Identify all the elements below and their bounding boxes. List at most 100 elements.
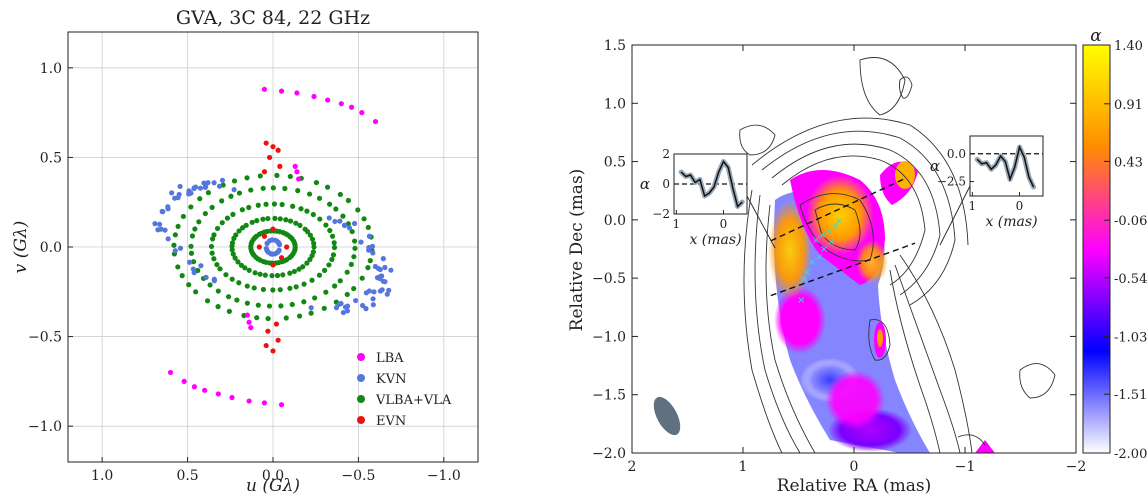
- point-vlbavla: [331, 244, 338, 251]
- left-xtick-label: 0.5: [176, 468, 198, 484]
- left-xtick-label: 0.0: [262, 468, 284, 484]
- point-vlbavla: [204, 298, 211, 304]
- point-vlbavla: [207, 282, 213, 288]
- point-vlbavla: [333, 206, 339, 212]
- point-vlbavla: [298, 206, 304, 212]
- point-vlbavla: [249, 219, 255, 225]
- inset-right: 1 0 0.0 −2.5 x (mas) α: [930, 135, 1044, 230]
- svg-text:×: ×: [835, 216, 843, 227]
- point-kvn: [341, 222, 348, 228]
- point-vlbavla: [210, 236, 216, 242]
- point-vlbavla: [209, 250, 215, 256]
- point-kvn: [211, 276, 217, 282]
- point-evn: [270, 226, 276, 232]
- point-vlbavla: [355, 207, 361, 213]
- point-vlbavla: [290, 203, 296, 209]
- inset-connector-lines: [746, 185, 971, 249]
- point-lba: [246, 319, 252, 325]
- legend-marker-lba: [357, 353, 365, 361]
- point-kvn: [191, 185, 197, 191]
- inset-left: 1 0 2 0 −2 x (mas) α: [640, 147, 748, 248]
- point-vlbavla: [306, 191, 313, 197]
- point-lba: [348, 104, 355, 110]
- legend-label-lba: LBA: [376, 351, 404, 366]
- point-vlbavla: [307, 256, 313, 262]
- inset-ytick-label: 0: [662, 177, 670, 191]
- point-evn: [270, 262, 276, 268]
- svg-text:×: ×: [815, 252, 823, 263]
- left-legend: LBA KVN VLBA+VLA EVN: [357, 351, 452, 429]
- point-vlbavla: [291, 268, 298, 275]
- point-vlbavla: [352, 245, 358, 251]
- point-vlbavla: [263, 201, 269, 207]
- point-vlbavla: [230, 211, 236, 217]
- left-ytick-label: 0.0: [40, 240, 62, 256]
- point-vlbavla: [304, 229, 311, 235]
- spectral-index-panel: ×××× ×××× ×××× 2 1 0 −1 −2 1.51.00.50.0−0.5−…: [567, 26, 1147, 496]
- point-kvn: [379, 273, 385, 279]
- point-kvn: [333, 305, 340, 311]
- point-vlbavla: [349, 228, 355, 235]
- point-kvn: [374, 275, 381, 281]
- point-vlbavla: [188, 243, 194, 249]
- right-xtick-label: 1: [739, 459, 748, 475]
- svg-text:×: ×: [803, 267, 811, 278]
- left-ytick-label: −1.0: [28, 419, 62, 435]
- point-vlbavla: [269, 273, 275, 279]
- inset-ytick-label: 2: [662, 147, 670, 161]
- point-lba: [294, 90, 300, 96]
- point-kvn: [211, 180, 217, 186]
- point-kvn: [338, 300, 344, 307]
- point-vlbavla: [287, 173, 293, 180]
- colorbar-ticks: 1.40 0.91 0.43 -0.06 -0.54 -1.03 -1.51 -2.00: [1104, 39, 1147, 462]
- point-vlbavla: [244, 300, 250, 306]
- left-ytick-label: −0.5: [28, 330, 62, 346]
- point-vlbavla: [219, 220, 225, 226]
- point-vlbavla: [301, 281, 307, 287]
- point-vlbavla: [277, 216, 283, 222]
- legend-marker-kvn: [357, 374, 365, 382]
- point-kvn: [344, 308, 351, 314]
- point-vlbavla: [337, 191, 343, 198]
- point-vlbavla: [296, 313, 303, 319]
- right-y-axis-label: Relative Dec (mas): [567, 169, 587, 332]
- point-vlbavla: [238, 262, 245, 268]
- point-kvn: [332, 218, 338, 225]
- point-kvn: [169, 190, 175, 196]
- point-lba: [278, 88, 285, 94]
- colorbar-tick-label: -1.03: [1114, 331, 1147, 346]
- point-kvn: [353, 297, 359, 304]
- svg-text:×: ×: [818, 230, 826, 241]
- point-vlbavla: [246, 204, 252, 211]
- point-vlbavla: [229, 276, 235, 282]
- point-evn: [261, 169, 268, 175]
- point-vlbavla: [283, 315, 289, 321]
- point-kvn: [162, 227, 168, 233]
- point-vlbavla: [186, 282, 192, 288]
- point-vlbavla: [257, 271, 263, 277]
- right-x-ticks: 2 1 0 −1 −2: [628, 45, 1086, 475]
- point-kvn: [276, 242, 283, 248]
- point-vlbavla: [293, 220, 299, 226]
- point-vlbavla: [231, 178, 238, 184]
- point-vlbavla: [287, 285, 293, 291]
- point-vlbavla: [192, 226, 198, 232]
- right-ytick-label: −1.5: [592, 388, 626, 404]
- point-vlbavla: [330, 252, 337, 258]
- colorbar-label: α: [1090, 26, 1102, 46]
- left-gridlines: [68, 32, 478, 462]
- point-vlbavla: [215, 288, 221, 294]
- point-vlbavla: [312, 295, 318, 301]
- point-vlbavla: [270, 185, 276, 191]
- point-vlbavla: [326, 201, 333, 207]
- point-vlbavla: [211, 256, 217, 262]
- inset-x-label: x (mas): [985, 214, 1037, 230]
- point-kvn: [165, 206, 171, 212]
- point-vlbavla: [214, 225, 221, 232]
- svg-text:×: ×: [797, 295, 805, 306]
- inset-y-label: α: [640, 175, 650, 193]
- point-vlbavla: [316, 195, 323, 201]
- point-kvn: [202, 184, 208, 190]
- point-kvn: [156, 221, 163, 227]
- point-vlbavla: [316, 272, 323, 278]
